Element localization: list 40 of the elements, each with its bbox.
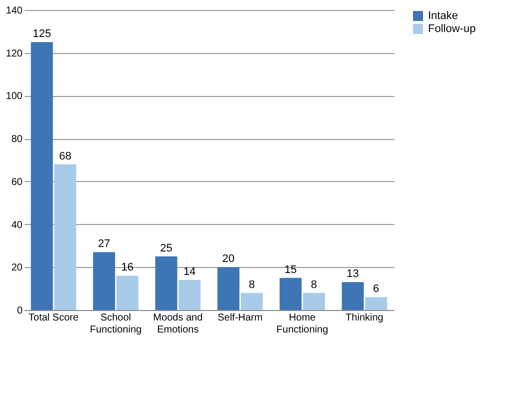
- y-tick-label: 120: [6, 48, 23, 60]
- data-label: 15: [284, 264, 297, 276]
- bar: [280, 278, 302, 310]
- y-tick-label: 140: [6, 6, 23, 16]
- bar: [93, 252, 116, 310]
- y-tick-label: 80: [11, 134, 23, 146]
- bar: [365, 297, 388, 310]
- data-label: 125: [32, 28, 52, 40]
- x-tick-label: Home Functioning: [276, 312, 328, 336]
- y-tick-label: 60: [11, 176, 23, 188]
- bar: [217, 267, 240, 310]
- data-label: 25: [160, 242, 172, 254]
- legend-label: Intake: [428, 10, 458, 22]
- data-label: 13: [346, 268, 359, 280]
- data-label: 6: [373, 283, 380, 296]
- x-tick-label: Total Score: [28, 312, 79, 324]
- bar: [116, 276, 138, 310]
- y-tick-label: 0: [16, 306, 23, 316]
- bar: [54, 164, 76, 310]
- bar: [302, 292, 325, 310]
- legend-label: Follow-up: [428, 23, 476, 35]
- x-tick-label: Thinking: [346, 312, 384, 324]
- data-label: 27: [98, 238, 110, 250]
- data-label: 14: [183, 266, 196, 278]
- y-tick-label: 40: [11, 220, 23, 231]
- data-label: 8: [248, 278, 255, 291]
- bar: [342, 282, 364, 310]
- y-tick-label: 100: [6, 91, 23, 102]
- data-label: 16: [121, 262, 134, 274]
- y-tick-label: 20: [11, 262, 23, 274]
- bar: [155, 256, 178, 310]
- bar: [240, 292, 263, 310]
- data-label: 20: [222, 253, 235, 266]
- x-tick-label: Self-Harm: [218, 312, 263, 324]
- data-label: 8: [310, 278, 317, 291]
- bar: [178, 280, 201, 310]
- x-tick-label: Moods and Emotions: [153, 312, 203, 336]
- x-tick-label: School Functioning: [90, 312, 142, 336]
- bar: [30, 42, 53, 310]
- data-label: 68: [59, 150, 72, 162]
